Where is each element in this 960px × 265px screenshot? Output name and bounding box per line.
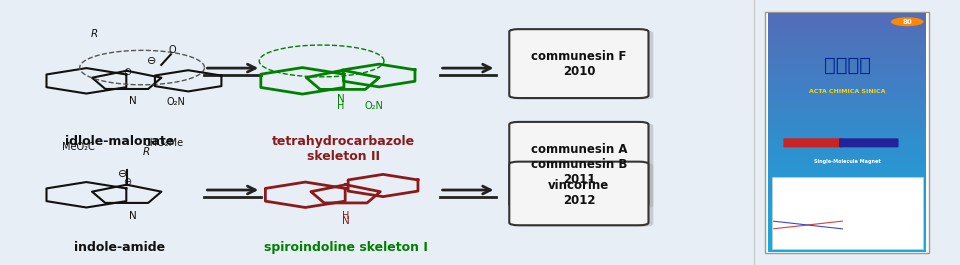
Bar	[768, 212, 926, 220]
Text: idlole-malonate: idlole-malonate	[65, 135, 175, 148]
Text: N: N	[129, 211, 136, 221]
FancyBboxPatch shape	[514, 30, 653, 99]
Text: H: H	[342, 211, 349, 221]
Text: 化学学报: 化学学报	[824, 56, 871, 75]
Bar	[768, 85, 926, 93]
Text: ⊖: ⊖	[147, 56, 156, 66]
FancyBboxPatch shape	[839, 138, 899, 147]
Bar	[768, 13, 926, 21]
FancyBboxPatch shape	[765, 12, 929, 253]
Text: spiroindoline skeleton I: spiroindoline skeleton I	[264, 241, 427, 254]
Text: indole-amide: indole-amide	[75, 241, 165, 254]
Bar	[768, 117, 926, 125]
Bar	[768, 21, 926, 29]
Text: R: R	[142, 147, 150, 157]
Bar	[768, 140, 926, 148]
Text: N: N	[337, 94, 345, 104]
Text: tetrahydrocarbazole
skeleton II: tetrahydrocarbazole skeleton II	[272, 135, 416, 163]
Bar	[768, 164, 926, 172]
Bar	[768, 156, 926, 164]
FancyBboxPatch shape	[509, 122, 649, 207]
Bar	[768, 228, 926, 236]
Text: H: H	[337, 101, 345, 111]
Bar	[768, 61, 926, 69]
Bar	[768, 45, 926, 53]
Bar	[768, 53, 926, 61]
Text: ⊖: ⊖	[123, 176, 131, 187]
Bar	[768, 69, 926, 77]
Bar	[768, 180, 926, 188]
FancyBboxPatch shape	[509, 162, 649, 225]
FancyBboxPatch shape	[514, 123, 653, 208]
Bar	[768, 196, 926, 204]
Bar	[768, 125, 926, 132]
Text: Single-Molecule Magnet: Single-Molecule Magnet	[814, 159, 880, 164]
Bar	[768, 109, 926, 117]
Bar	[768, 220, 926, 228]
Bar	[768, 37, 926, 45]
Text: O₂N: O₂N	[365, 101, 384, 111]
Text: vincorine
2012: vincorine 2012	[548, 179, 610, 207]
Text: O: O	[169, 45, 177, 55]
Text: CHO₂Me: CHO₂Me	[143, 138, 183, 148]
Text: ⊖: ⊖	[118, 169, 128, 179]
Bar	[768, 204, 926, 212]
Text: 80: 80	[902, 19, 912, 25]
FancyBboxPatch shape	[509, 29, 649, 98]
Text: MeO₂C: MeO₂C	[62, 142, 95, 152]
Bar	[768, 172, 926, 180]
Circle shape	[891, 17, 924, 26]
Text: N: N	[342, 216, 349, 226]
Bar	[768, 77, 926, 85]
Text: ACTA CHIMICA SINICA: ACTA CHIMICA SINICA	[809, 90, 885, 94]
Bar	[768, 132, 926, 140]
Bar	[768, 29, 926, 37]
Bar	[768, 244, 926, 252]
Bar	[768, 148, 926, 156]
Text: communesin A
communesin B
2011: communesin A communesin B 2011	[531, 143, 627, 186]
Text: N: N	[129, 96, 136, 106]
FancyBboxPatch shape	[514, 163, 653, 227]
Text: communesin F
2010: communesin F 2010	[531, 50, 627, 78]
Text: O₂N: O₂N	[166, 97, 185, 107]
Bar	[772, 177, 923, 249]
Bar	[768, 93, 926, 101]
Bar	[768, 101, 926, 109]
FancyBboxPatch shape	[783, 138, 843, 147]
Text: ⊖: ⊖	[123, 67, 131, 77]
Text: R: R	[90, 29, 98, 39]
Bar	[768, 236, 926, 244]
Bar	[768, 188, 926, 196]
